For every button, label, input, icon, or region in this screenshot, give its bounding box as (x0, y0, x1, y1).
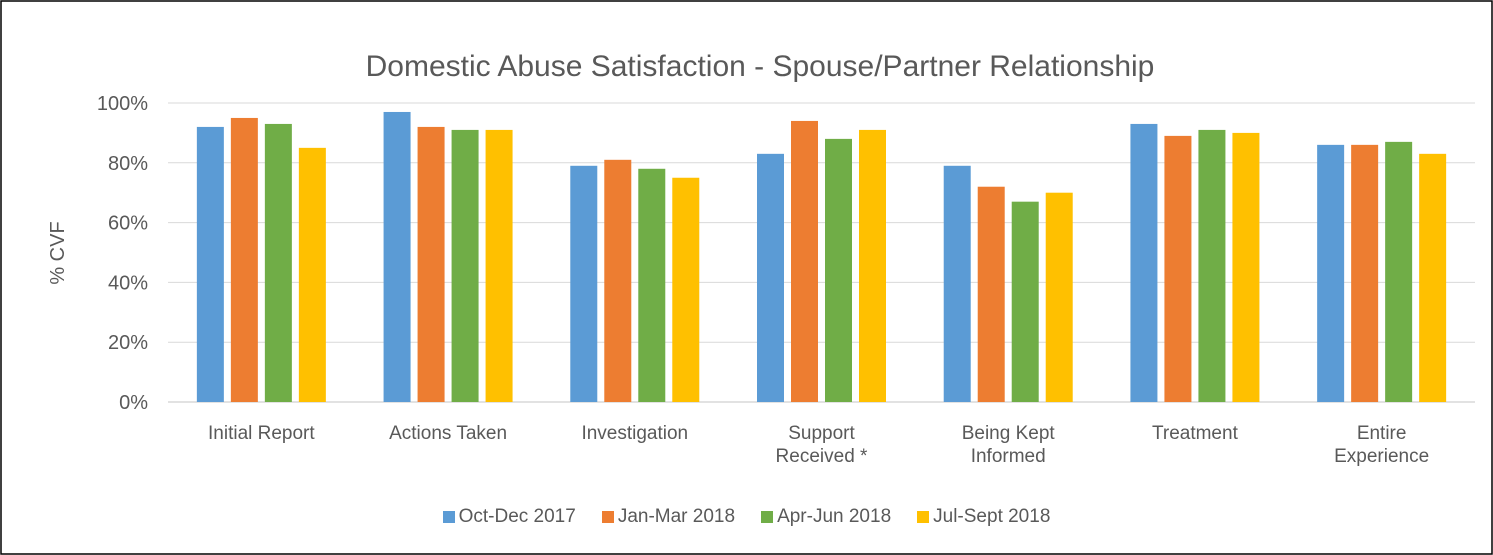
bar (570, 165, 598, 402)
y-axis-label: % CVF (47, 221, 69, 284)
y-tick-label: 0% (119, 392, 148, 414)
bar (859, 129, 886, 402)
y-tick-label: 60% (108, 213, 148, 235)
bar (1011, 201, 1039, 402)
bar (1351, 144, 1379, 403)
bar (1317, 144, 1345, 403)
bar (791, 120, 818, 402)
bar (1232, 132, 1260, 402)
x-tick-label: Actions Taken (389, 423, 508, 444)
chart-title: Domestic Abuse Satisfaction - Spouse/Par… (366, 50, 1155, 83)
bar (383, 111, 411, 402)
bar (298, 147, 326, 402)
bar (1198, 129, 1226, 402)
bar (1045, 192, 1073, 402)
bar (1130, 123, 1158, 403)
bar (825, 138, 852, 402)
y-tick-label: 20% (108, 332, 148, 354)
bar (604, 159, 632, 402)
legend: Oct-Dec 2017 Jan-Mar 2018 Apr-Jun 2018 Jul-… (0, 506, 1493, 528)
bar (757, 153, 784, 402)
x-tick-label: Initial Report (208, 423, 315, 444)
bar (638, 168, 666, 402)
bar (1419, 153, 1447, 402)
bar (264, 123, 292, 403)
bar (977, 186, 1005, 402)
bar (485, 129, 513, 402)
legend-item: Oct-Dec 2017 (442, 506, 576, 528)
x-tick-label: Support Received * (775, 423, 868, 467)
legend-label: Apr-Jun 2018 (777, 506, 892, 527)
bar (1385, 141, 1413, 402)
x-tick-label: Being Kept Informed (961, 423, 1055, 467)
legend-swatch (442, 511, 455, 523)
x-tick-label: Treatment (1151, 423, 1238, 444)
legend-label: Jul-Sept 2018 (933, 506, 1051, 527)
legend-label: Oct-Dec 2017 (458, 506, 576, 527)
legend-item: Jul-Sept 2018 (917, 506, 1050, 528)
bar (417, 126, 445, 403)
bar (672, 177, 700, 402)
y-tick-label: 80% (108, 153, 148, 175)
legend-swatch (761, 511, 774, 523)
y-tick-label: 40% (108, 272, 148, 294)
legend-swatch (601, 511, 614, 523)
y-tick-label: 100% (97, 93, 148, 115)
bar (943, 165, 971, 402)
legend-item: Apr-Jun 2018 (761, 506, 891, 528)
legend-item: Jan-Mar 2018 (601, 506, 736, 528)
legend-label: Jan-Mar 2018 (617, 506, 736, 527)
x-tick-label: Investigation (581, 423, 689, 444)
bar (451, 129, 479, 402)
bar (1164, 135, 1192, 402)
bar (230, 117, 258, 402)
bar (196, 126, 224, 403)
legend-swatch (917, 511, 930, 523)
x-tick-label: Entire Experience (1334, 423, 1430, 467)
